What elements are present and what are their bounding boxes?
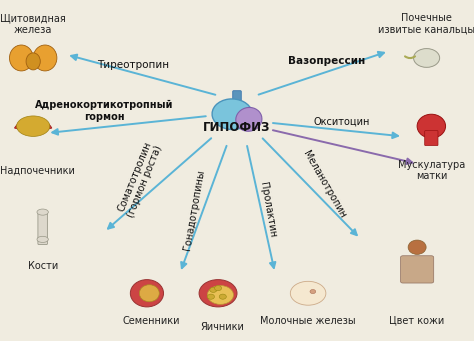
- FancyBboxPatch shape: [38, 212, 47, 244]
- Text: Семенники: Семенники: [123, 315, 181, 326]
- Text: Почечные
извитые канальцы: Почечные извитые канальцы: [378, 13, 474, 35]
- Ellipse shape: [130, 280, 164, 307]
- Ellipse shape: [37, 236, 48, 242]
- Text: Тиреотропин: Тиреотропин: [97, 60, 169, 70]
- Text: Кости: Кости: [27, 261, 58, 271]
- Ellipse shape: [26, 53, 40, 70]
- Ellipse shape: [212, 99, 253, 130]
- Ellipse shape: [413, 48, 440, 68]
- Ellipse shape: [208, 286, 233, 304]
- Ellipse shape: [139, 285, 159, 302]
- Text: Пролактин: Пролактин: [258, 181, 278, 238]
- Text: Надпочечники: Надпочечники: [0, 165, 75, 176]
- Ellipse shape: [9, 45, 33, 71]
- Text: Вазопрессин: Вазопрессин: [289, 56, 365, 66]
- FancyBboxPatch shape: [401, 256, 434, 283]
- Text: Мускулатура
матки: Мускулатура матки: [398, 160, 465, 181]
- Ellipse shape: [417, 114, 446, 138]
- Text: Яичники: Яичники: [201, 322, 245, 332]
- Text: Окситоцин: Окситоцин: [313, 116, 369, 126]
- Ellipse shape: [37, 209, 48, 215]
- Text: ГИПОФИЗ: ГИПОФИЗ: [203, 121, 271, 134]
- Ellipse shape: [310, 290, 316, 294]
- Ellipse shape: [408, 240, 426, 254]
- Ellipse shape: [236, 107, 262, 131]
- Ellipse shape: [199, 280, 237, 307]
- Ellipse shape: [214, 285, 222, 291]
- Ellipse shape: [290, 281, 326, 305]
- FancyBboxPatch shape: [425, 131, 438, 146]
- Wedge shape: [15, 119, 52, 133]
- Text: Соматотролин
(гормон роста): Соматотролин (гормон роста): [115, 139, 164, 219]
- Ellipse shape: [210, 287, 217, 292]
- Ellipse shape: [219, 294, 227, 299]
- Text: Адренокортикотропный
гормон: Адренокортикотропный гормон: [35, 100, 173, 122]
- FancyBboxPatch shape: [233, 91, 241, 101]
- Text: Цвет кожи: Цвет кожи: [390, 315, 445, 326]
- Text: Гонадотропины: Гонадотропины: [182, 169, 206, 251]
- Text: Меланотропин: Меланотропин: [301, 149, 348, 220]
- Ellipse shape: [33, 45, 57, 71]
- Text: Щитовидная
железа: Щитовидная железа: [0, 13, 66, 35]
- Text: Молочные железы: Молочные железы: [260, 315, 356, 326]
- Ellipse shape: [207, 294, 214, 299]
- Ellipse shape: [17, 116, 50, 136]
